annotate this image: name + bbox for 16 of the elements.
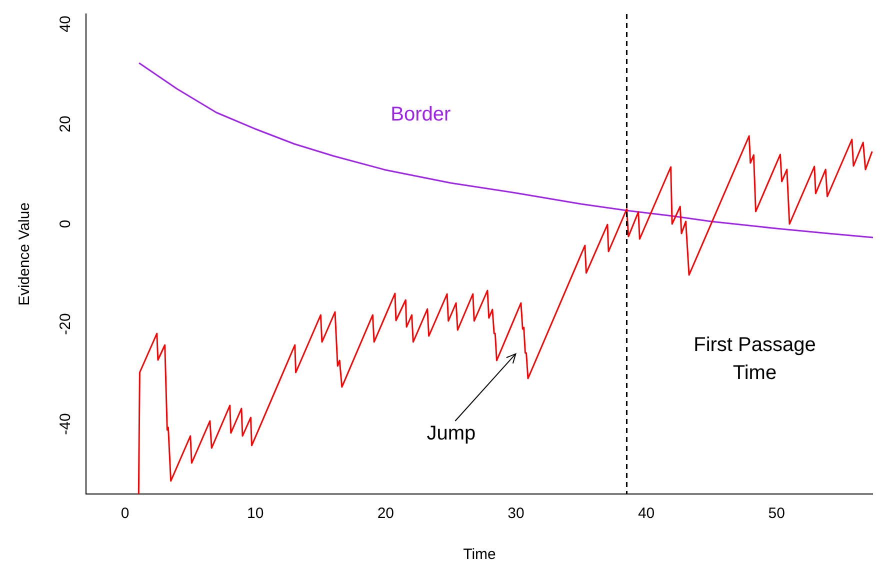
text: Border — [390, 104, 452, 126]
x-tick-label: 50 — [768, 505, 785, 522]
y-tick-label: 20 — [57, 116, 74, 132]
x-axis-title: Time — [463, 546, 496, 564]
y-tick-label: 40 — [57, 16, 74, 32]
annotation: Jump — [426, 422, 476, 445]
y-tick-label: -20 — [57, 313, 74, 335]
x-tick-label: 40 — [638, 505, 655, 522]
y-tick-label: 0 — [57, 220, 74, 228]
y-axis-title: Evidence Value — [16, 202, 34, 306]
y-tick-label: -40 — [57, 413, 74, 435]
x-tick-label: 30 — [508, 505, 524, 522]
x-tick-label: 10 — [247, 505, 264, 522]
x-tick-label: 20 — [377, 505, 394, 522]
ref-line-label: First Passage Time — [694, 334, 816, 384]
x-tick-label: 0 — [120, 505, 130, 522]
